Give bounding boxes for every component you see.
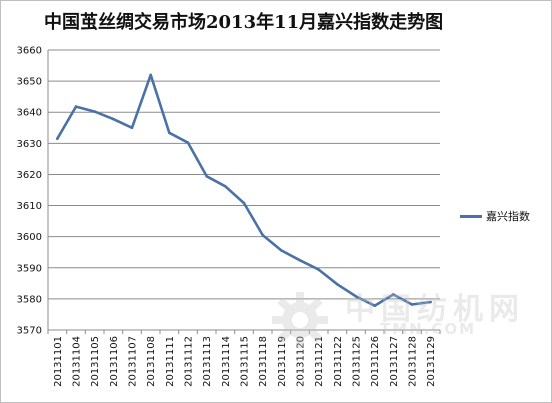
y-tick-label: 3640 xyxy=(17,108,42,119)
data-point xyxy=(205,175,208,178)
data-point xyxy=(93,110,96,113)
y-tick-label: 3570 xyxy=(17,326,42,337)
y-tick-label: 3580 xyxy=(17,294,42,305)
data-point xyxy=(74,105,78,108)
x-tick-label: 20131111 xyxy=(165,336,176,387)
y-tick-label: 3620 xyxy=(17,170,42,181)
data-point xyxy=(261,233,265,237)
data-point xyxy=(130,126,134,130)
x-tick-label: 20131104 xyxy=(72,336,83,387)
legend-label: 嘉兴指数 xyxy=(486,210,530,223)
x-tick-label: 20131128 xyxy=(408,336,419,387)
x-tick-label: 20131107 xyxy=(128,336,139,387)
data-point xyxy=(224,185,227,188)
x-tick-label: 20131106 xyxy=(109,336,120,387)
x-tick-label: 20131121 xyxy=(314,336,325,387)
x-tick-label: 20131112 xyxy=(184,336,195,387)
y-tick-label: 3650 xyxy=(17,77,42,88)
x-tick-label: 20131129 xyxy=(426,336,437,387)
data-point xyxy=(392,293,395,296)
data-point xyxy=(354,295,358,298)
x-tick-label: 20131120 xyxy=(296,336,307,387)
y-tick-label: 3610 xyxy=(17,201,42,212)
chart-title: 中国茧丝绸交易市场2013年11月嘉兴指数走势图 xyxy=(44,12,444,33)
x-tick-label: 20131108 xyxy=(146,336,157,387)
data-point xyxy=(410,303,414,306)
data-point xyxy=(56,137,59,140)
data-point xyxy=(429,300,433,304)
data-point xyxy=(168,131,171,135)
x-tick-label: 20131115 xyxy=(240,336,251,387)
data-point xyxy=(186,141,190,144)
x-tick-label: 20131113 xyxy=(202,336,213,387)
legend: 嘉兴指数 xyxy=(460,208,530,224)
data-point xyxy=(242,201,246,205)
y-tick-label: 3600 xyxy=(17,232,42,243)
data-point xyxy=(112,117,115,121)
data-point xyxy=(373,304,377,308)
data-point xyxy=(298,259,302,262)
data-point xyxy=(317,268,321,271)
x-tick-label: 20131122 xyxy=(333,336,344,387)
data-point xyxy=(149,73,152,77)
x-tick-label: 20131101 xyxy=(53,336,64,387)
y-tick-label: 3660 xyxy=(17,46,42,57)
data-point xyxy=(280,249,283,252)
x-tick-label: 20131119 xyxy=(277,336,288,387)
series-line-jiaxing xyxy=(56,73,431,308)
x-tick-label: 20131105 xyxy=(90,336,101,387)
x-tick-label: 20131114 xyxy=(221,336,232,387)
x-tick-label: 20131127 xyxy=(389,336,400,387)
y-tick-label: 3590 xyxy=(17,263,42,274)
x-tick-label: 20131125 xyxy=(352,336,363,387)
x-tick-label: 20131126 xyxy=(370,336,381,387)
x-tick-label: 20131118 xyxy=(258,336,269,387)
legend-swatch xyxy=(460,214,482,218)
y-tick-label: 3630 xyxy=(17,139,42,150)
data-point xyxy=(336,283,339,286)
